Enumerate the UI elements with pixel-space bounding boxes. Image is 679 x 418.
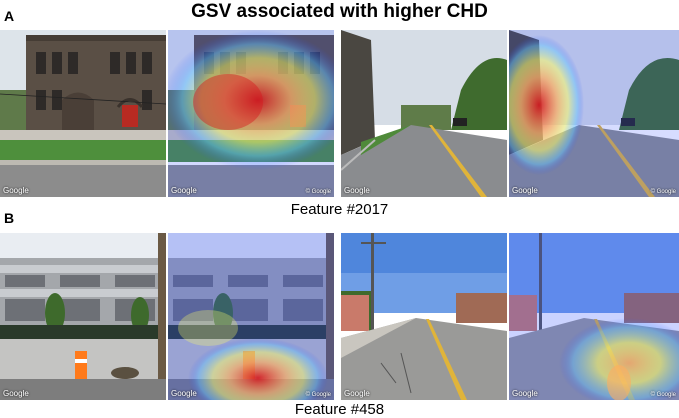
google-copyright: © Google xyxy=(305,189,331,195)
google-watermark: Google xyxy=(171,186,197,195)
google-copyright: © Google xyxy=(650,189,676,195)
figure-title: GSV associated with higher CHD xyxy=(191,1,488,22)
caption-feature-a: Feature #2017 xyxy=(290,201,389,218)
gsv-image-street-original: Google xyxy=(341,30,507,197)
gsv-image-building-original: Google xyxy=(0,30,166,197)
google-watermark: Google xyxy=(3,389,29,398)
gsv-image-fence-original: Google xyxy=(0,233,166,400)
caption-feature-b: Feature #458 xyxy=(294,401,385,418)
panel-letter-b: B xyxy=(4,210,15,226)
google-watermark: Google xyxy=(344,186,370,195)
google-watermark: Google xyxy=(512,389,538,398)
gsv-image-road-original: Google xyxy=(341,233,507,400)
google-watermark: Google xyxy=(512,186,538,195)
gsv-image-street-heatmap: Google © Google xyxy=(509,30,679,197)
google-copyright: © Google xyxy=(650,392,676,398)
google-watermark: Google xyxy=(171,389,197,398)
google-watermark: Google xyxy=(344,389,370,398)
google-watermark: Google xyxy=(3,186,29,195)
google-copyright: © Google xyxy=(305,392,331,398)
gsv-image-fence-heatmap: Google © Google xyxy=(168,233,334,400)
panel-letter-a: A xyxy=(4,8,15,24)
gsv-image-road-heatmap: Google © Google xyxy=(509,233,679,400)
gsv-image-building-heatmap: Google © Google xyxy=(168,30,334,197)
